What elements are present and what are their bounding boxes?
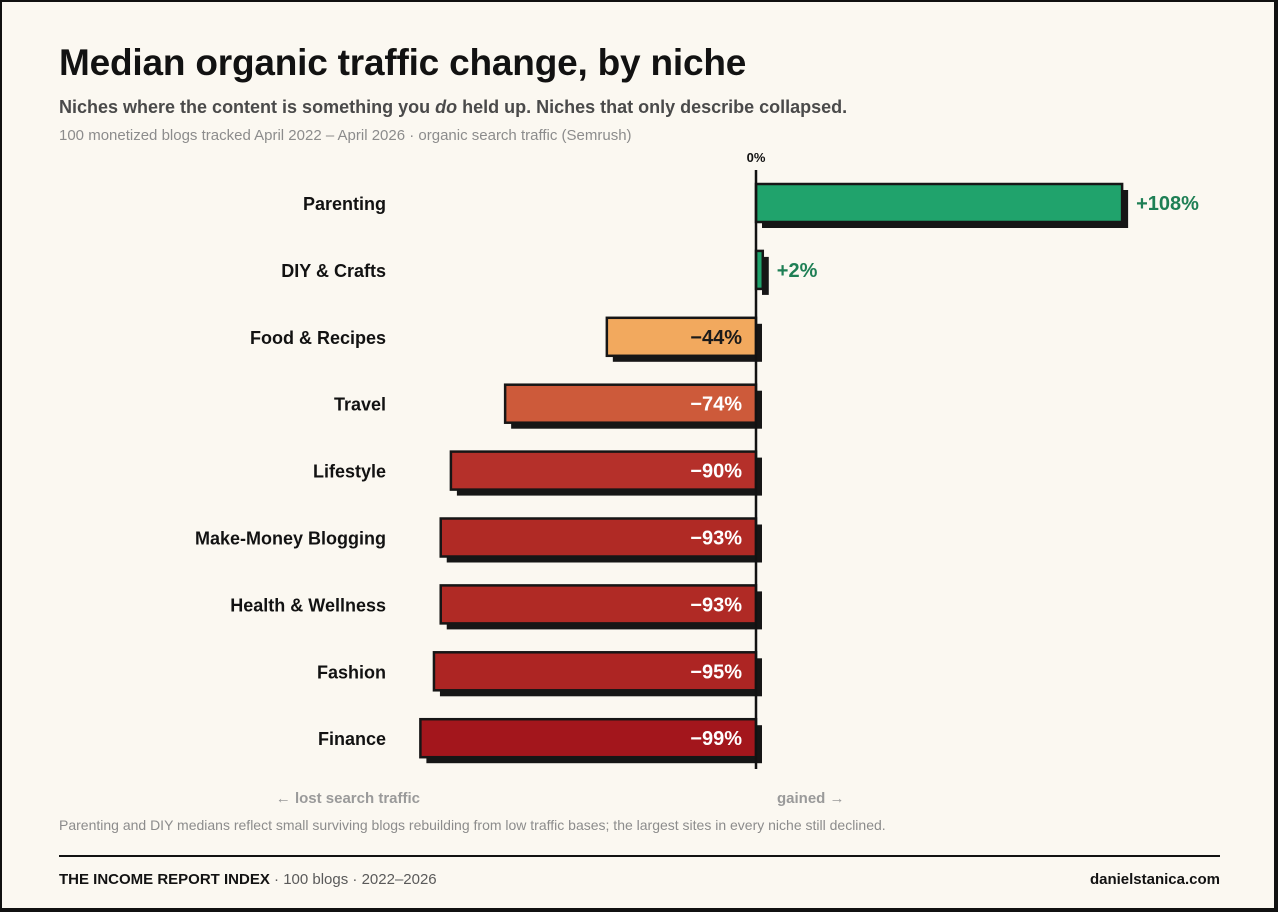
bar-fashion xyxy=(432,651,758,692)
value-label-diy-crafts: +2% xyxy=(777,260,818,282)
bar-make-money-blogging xyxy=(439,517,758,558)
chart-title: Median organic traffic change, by niche xyxy=(59,42,747,83)
category-label-lifestyle: Lifestyle xyxy=(313,462,386,482)
category-label-parenting: Parenting xyxy=(303,194,386,214)
category-label-food-recipes: Food & Recipes xyxy=(250,328,386,348)
footnote: Parenting and DIY medians reflect small … xyxy=(59,817,886,833)
value-label-fashion: −95% xyxy=(690,661,742,683)
value-label-make-money-blogging: −93% xyxy=(690,528,742,550)
bar-parenting xyxy=(754,182,1124,224)
category-label-diy-crafts: DIY & Crafts xyxy=(281,261,386,281)
value-label-food-recipes: −44% xyxy=(690,327,742,349)
footer-brand: THE INCOME REPORT INDEX xyxy=(59,871,270,888)
gained-traffic-label: gained → xyxy=(777,790,845,807)
value-label-lifestyle: −90% xyxy=(690,461,742,483)
footer-rule xyxy=(59,855,1220,857)
bar-chart: 0% Parenting +108% DIY & Crafts +2% Food & Re… xyxy=(195,150,1199,807)
value-label-finance: −99% xyxy=(690,728,742,750)
bar-travel xyxy=(503,383,758,424)
bar-food-recipes xyxy=(605,316,758,358)
chart-subtitle: Niches where the content is something yo… xyxy=(59,97,847,118)
value-label-health-wellness: −93% xyxy=(690,594,742,616)
footer-details: · 100 blogs · 2022–2026 xyxy=(269,871,437,888)
category-label-health-wellness: Health & Wellness xyxy=(230,595,386,615)
bar-finance xyxy=(419,717,758,759)
value-label-parenting: +108% xyxy=(1136,193,1199,215)
value-label-travel: −74% xyxy=(690,394,742,416)
bar-shadow-diy-crafts xyxy=(762,256,769,295)
bar-lifestyle xyxy=(449,450,758,491)
footer-source: THE INCOME REPORT INDEX · 100 blogs · 20… xyxy=(59,871,437,888)
subtitle-part-2: held up. Niches that only describe colla… xyxy=(457,97,848,117)
subtitle-emphasis: do xyxy=(435,97,458,117)
subtitle-part-1: Niches where the content is something yo… xyxy=(59,97,436,117)
category-label-fashion: Fashion xyxy=(317,662,386,682)
footer-site: danielstanica.com xyxy=(1089,871,1220,888)
category-label-make-money-blogging: Make-Money Blogging xyxy=(195,529,386,549)
lost-traffic-label: ← lost search traffic xyxy=(276,790,420,807)
category-label-finance: Finance xyxy=(318,729,386,749)
zero-tick-label: 0% xyxy=(747,150,766,165)
chart-meta: 100 monetized blogs tracked April 2022 –… xyxy=(59,127,632,144)
category-label-travel: Travel xyxy=(334,395,386,415)
